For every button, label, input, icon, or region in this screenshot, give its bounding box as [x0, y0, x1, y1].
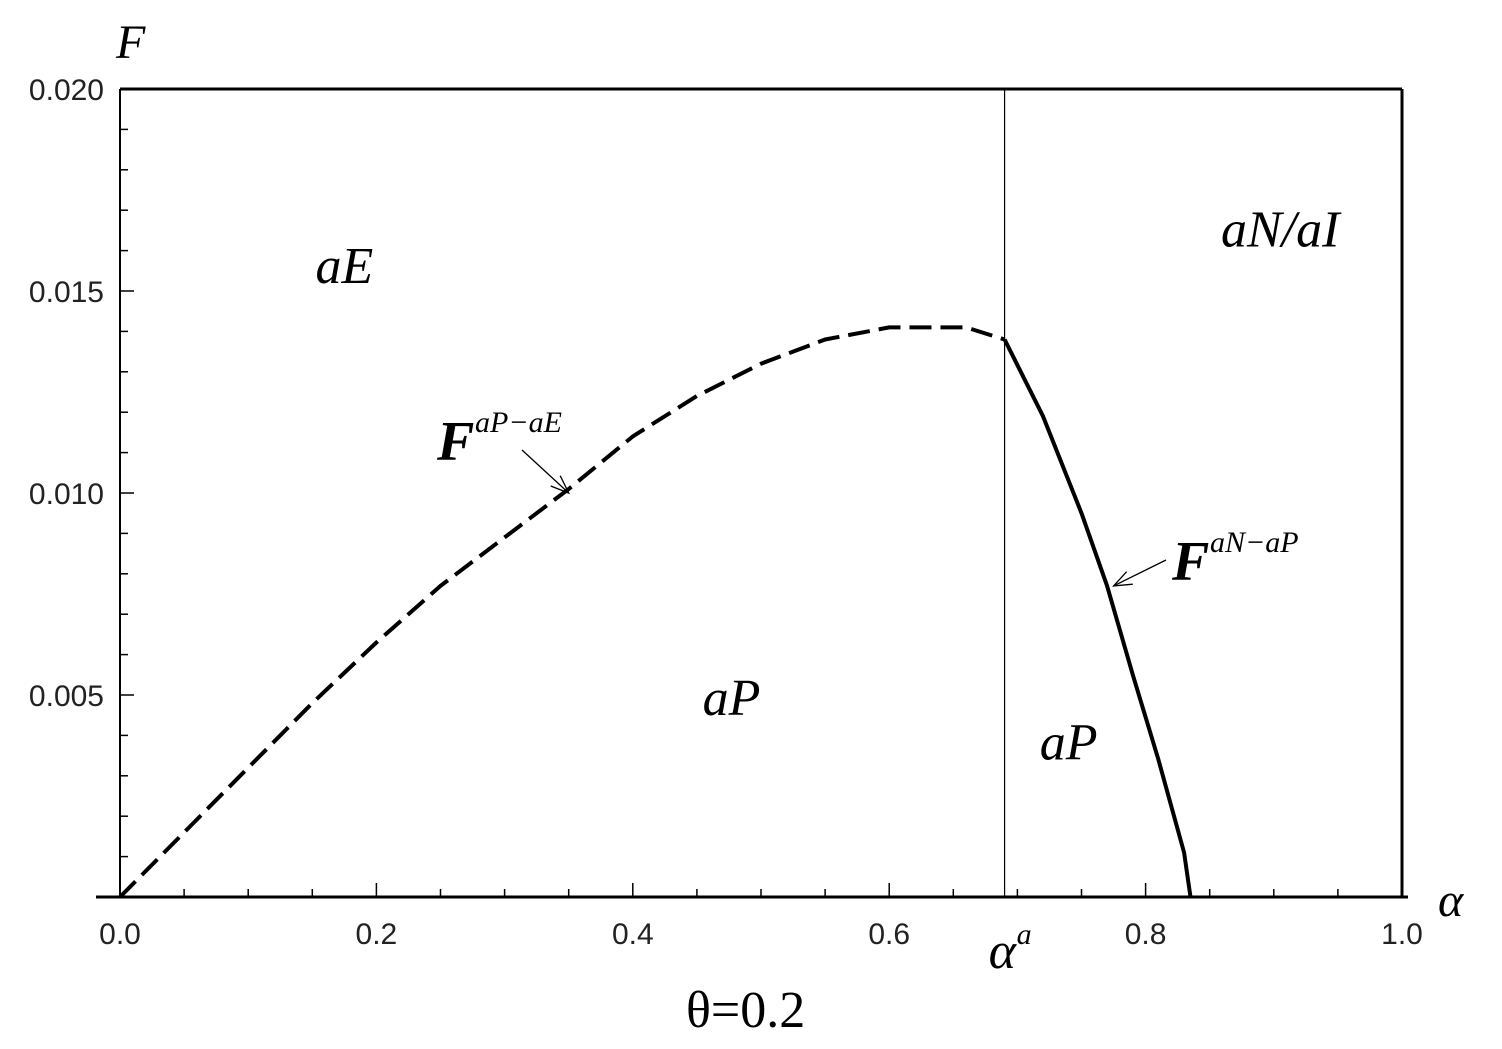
series-line-aN-aP	[1002, 338, 1193, 898]
x-tick-label: 0.6	[868, 918, 910, 951]
annotation-arrow-head	[1111, 571, 1133, 587]
x-tick-label: 0.4	[612, 918, 654, 951]
curve-label-superscript: aN−aP	[1210, 526, 1299, 559]
x-axis-label: α	[1438, 874, 1464, 927]
y-tick-label: 0.020	[29, 74, 104, 107]
y-axis-label: F	[115, 16, 146, 69]
axis-ticks: 0.0 0.2 0.4 0.6 0.8 1.0 0.005 0.010 0.015 0.020	[29, 74, 1423, 951]
region-label: aP	[703, 670, 761, 727]
y-tick-label: 0.005	[29, 680, 104, 713]
plot-frame	[96, 87, 1408, 899]
x-tick-label: 0.0	[99, 918, 141, 951]
annotation-arrow-line	[1113, 559, 1167, 587]
curve-label-superscript: aP−aE	[475, 406, 562, 439]
region-label: aN/aI	[1221, 202, 1342, 259]
x-tick-label: 1.0	[1381, 918, 1423, 951]
region-label: aP	[1040, 715, 1098, 772]
threshold-label: α	[989, 923, 1018, 980]
threshold-label-superscript: a	[1017, 918, 1032, 951]
annotation-arrow-head	[550, 475, 571, 495]
parameter-label: θ=0.2	[686, 982, 805, 1039]
x-tick-label: 0.8	[1125, 918, 1167, 951]
y-tick-label: 0.010	[29, 478, 104, 511]
region-label: aE	[315, 238, 373, 295]
series-line-aP-aE	[118, 325, 1006, 899]
y-tick-label: 0.015	[29, 276, 104, 309]
series-layer	[118, 325, 1193, 899]
x-tick-label: 0.2	[356, 918, 398, 951]
curve-label: F	[436, 411, 474, 473]
annotation-arrow-line	[521, 449, 570, 494]
curve-label: F	[1171, 531, 1209, 593]
